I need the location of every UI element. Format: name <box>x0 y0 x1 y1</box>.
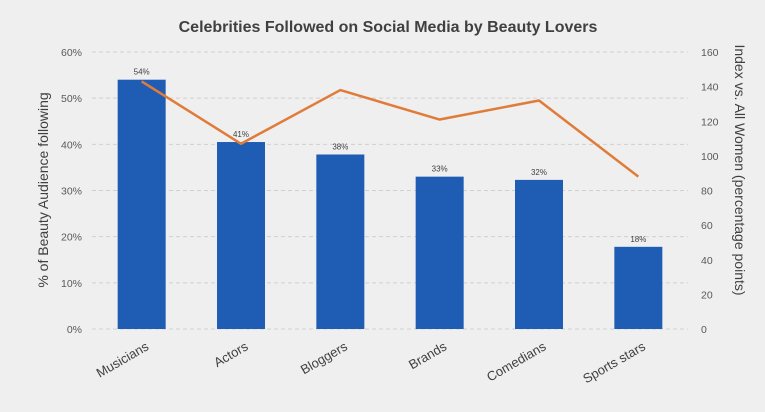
y2-tick-label: 120 <box>701 116 719 128</box>
bar-data-label: 54% <box>134 68 150 77</box>
y-tick-label: 60% <box>61 47 82 59</box>
category-label: Brands <box>406 338 450 372</box>
y-tick-label: 40% <box>61 139 82 151</box>
category-label: Musicians <box>94 338 152 380</box>
bar <box>614 246 663 329</box>
y-tick-label: 0% <box>67 324 82 336</box>
category-label: Sports stars <box>580 338 648 386</box>
y-axis-title: % of Beauty Audience following <box>35 92 51 287</box>
bar-series <box>117 79 663 329</box>
bar <box>415 176 464 329</box>
y-tick-label: 20% <box>61 232 82 244</box>
chart-title: Celebrities Followed on Social Media by … <box>179 19 598 36</box>
y2-tick-label: 80 <box>701 186 713 198</box>
y-tick-label: 30% <box>61 186 82 198</box>
left-axis-ticks: 0% 10% 20% 30% 40% 50% 60% <box>61 47 82 336</box>
bar-data-label: 32% <box>531 168 547 177</box>
category-label: Actors <box>211 338 251 370</box>
bar-data-labels: 54% 41% 38% 33% 32% 18% <box>134 68 647 244</box>
y2-tick-label: 40 <box>701 255 713 267</box>
index-line <box>141 80 640 178</box>
y2-axis-title: Index vs. All Women (percentage points) <box>732 44 748 295</box>
bar-data-label: 41% <box>233 130 249 139</box>
gridlines <box>92 51 688 330</box>
y2-tick-label: 100 <box>701 151 719 163</box>
bar <box>117 79 166 329</box>
y-tick-label: 50% <box>61 93 82 105</box>
category-label: Bloggers <box>298 338 350 377</box>
bar-data-label: 33% <box>432 165 448 174</box>
y2-tick-label: 160 <box>701 47 719 59</box>
bar-data-label: 38% <box>332 142 348 151</box>
y2-tick-label: 0 <box>701 324 707 336</box>
line-series <box>141 80 640 178</box>
category-labels: Musicians Actors Bloggers Brands Comedians Sp… <box>94 338 649 386</box>
y2-tick-label: 20 <box>701 289 713 301</box>
right-axis-ticks: 0 20 40 60 80 100 120 140 160 <box>701 47 719 336</box>
bar <box>217 142 265 329</box>
y2-tick-label: 140 <box>701 82 719 94</box>
y-tick-label: 10% <box>61 278 82 290</box>
bar <box>515 179 563 329</box>
category-label: Comedians <box>484 338 549 384</box>
bar <box>316 154 365 329</box>
bar-data-label: 18% <box>630 235 646 244</box>
y2-tick-label: 60 <box>701 220 713 232</box>
